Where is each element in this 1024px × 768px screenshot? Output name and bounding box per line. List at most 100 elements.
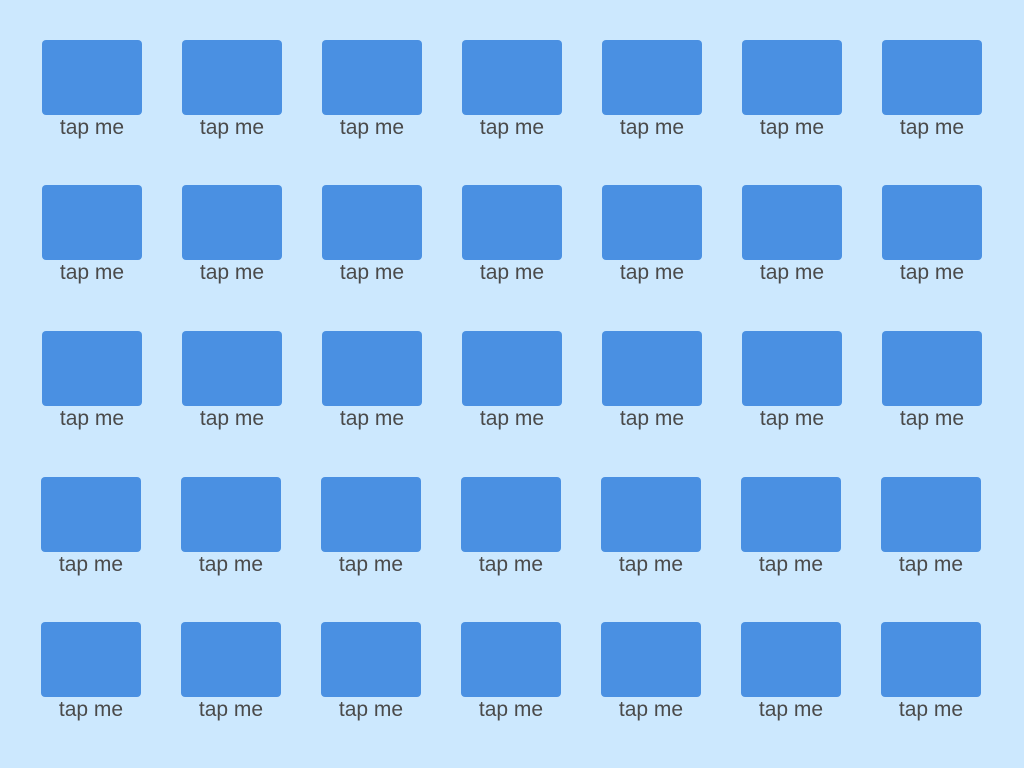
tap-target-label: tap me: [899, 407, 965, 430]
tap-me-button[interactable]: tap me: [601, 477, 701, 577]
tap-target-box[interactable]: [741, 477, 841, 552]
tap-me-button[interactable]: tap me: [742, 40, 842, 140]
tap-target-label: tap me: [198, 698, 264, 721]
tap-target-label: tap me: [618, 553, 684, 576]
tap-target-label: tap me: [478, 698, 544, 721]
tap-me-button[interactable]: tap me: [881, 622, 981, 722]
tap-me-button[interactable]: tap me: [601, 622, 701, 722]
tap-target-box[interactable]: [181, 622, 281, 697]
tap-me-button[interactable]: tap me: [42, 40, 142, 140]
tap-me-button[interactable]: tap me: [181, 477, 281, 577]
tap-me-button[interactable]: tap me: [741, 622, 841, 722]
tap-target-box[interactable]: [181, 477, 281, 552]
tap-me-button[interactable]: tap me: [322, 185, 422, 285]
tap-me-button[interactable]: tap me: [602, 40, 702, 140]
tap-me-button[interactable]: tap me: [461, 622, 561, 722]
tap-target-label: tap me: [339, 407, 405, 430]
tap-me-button[interactable]: tap me: [461, 477, 561, 577]
tap-target-box[interactable]: [42, 185, 142, 260]
tap-target-box[interactable]: [321, 477, 421, 552]
tap-target-box[interactable]: [42, 331, 142, 406]
tap-target-box[interactable]: [461, 477, 561, 552]
tap-target-label: tap me: [479, 407, 545, 430]
tap-target-box[interactable]: [182, 40, 282, 115]
tap-me-button[interactable]: tap me: [182, 40, 282, 140]
tap-me-button[interactable]: tap me: [462, 40, 562, 140]
tap-target-label: tap me: [899, 116, 965, 139]
tap-target-box[interactable]: [321, 622, 421, 697]
tap-target-box[interactable]: [182, 185, 282, 260]
tap-me-button[interactable]: tap me: [322, 40, 422, 140]
tap-me-button[interactable]: tap me: [882, 40, 982, 140]
tap-target-label: tap me: [618, 698, 684, 721]
tap-target-box[interactable]: [41, 477, 141, 552]
tap-me-button[interactable]: tap me: [42, 331, 142, 431]
tap-target-box[interactable]: [322, 40, 422, 115]
tap-target-label: tap me: [479, 261, 545, 284]
tap-target-box[interactable]: [882, 40, 982, 115]
tap-target-box[interactable]: [742, 40, 842, 115]
tap-target-box[interactable]: [882, 331, 982, 406]
tap-target-label: tap me: [59, 261, 125, 284]
tap-me-button[interactable]: tap me: [882, 331, 982, 431]
tap-target-box[interactable]: [741, 622, 841, 697]
tap-target-box[interactable]: [462, 331, 562, 406]
tap-target-box[interactable]: [602, 40, 702, 115]
tap-target-label: tap me: [339, 116, 405, 139]
tap-target-label: tap me: [199, 261, 265, 284]
tap-target-box[interactable]: [461, 622, 561, 697]
tap-me-button[interactable]: tap me: [741, 477, 841, 577]
tap-target-label: tap me: [339, 261, 405, 284]
tap-target-label: tap me: [759, 407, 825, 430]
tap-target-label: tap me: [59, 116, 125, 139]
tap-target-label: tap me: [199, 116, 265, 139]
tap-target-label: tap me: [338, 553, 404, 576]
tap-target-box[interactable]: [42, 40, 142, 115]
tap-me-button[interactable]: tap me: [882, 185, 982, 285]
tap-target-box[interactable]: [602, 331, 702, 406]
tap-target-label: tap me: [899, 261, 965, 284]
tap-me-button[interactable]: tap me: [41, 477, 141, 577]
tap-target-label: tap me: [898, 553, 964, 576]
tap-target-box[interactable]: [742, 331, 842, 406]
tap-target-label: tap me: [479, 116, 545, 139]
tap-me-button[interactable]: tap me: [321, 477, 421, 577]
tap-target-label: tap me: [478, 553, 544, 576]
tap-target-box[interactable]: [182, 331, 282, 406]
tap-target-box[interactable]: [601, 477, 701, 552]
tap-target-box[interactable]: [601, 622, 701, 697]
tap-me-button[interactable]: tap me: [742, 185, 842, 285]
tap-me-button[interactable]: tap me: [182, 185, 282, 285]
tap-target-box[interactable]: [41, 622, 141, 697]
tap-target-box[interactable]: [322, 331, 422, 406]
tap-target-label: tap me: [758, 698, 824, 721]
tap-target-box[interactable]: [602, 185, 702, 260]
tap-target-box[interactable]: [742, 185, 842, 260]
tap-me-button[interactable]: tap me: [181, 622, 281, 722]
tap-target-label: tap me: [199, 407, 265, 430]
tap-me-button[interactable]: tap me: [322, 331, 422, 431]
tap-target-label: tap me: [59, 407, 125, 430]
tap-target-box[interactable]: [322, 185, 422, 260]
tap-me-button[interactable]: tap me: [41, 622, 141, 722]
tap-me-button[interactable]: tap me: [742, 331, 842, 431]
tap-me-button[interactable]: tap me: [462, 185, 562, 285]
tap-target-label: tap me: [619, 261, 685, 284]
tap-me-button[interactable]: tap me: [602, 185, 702, 285]
tap-target-box[interactable]: [462, 40, 562, 115]
tap-target-box[interactable]: [462, 185, 562, 260]
tap-target-label: tap me: [619, 407, 685, 430]
tap-me-button[interactable]: tap me: [321, 622, 421, 722]
tap-me-button[interactable]: tap me: [42, 185, 142, 285]
tap-target-box[interactable]: [881, 622, 981, 697]
tap-me-button[interactable]: tap me: [602, 331, 702, 431]
tap-me-button[interactable]: tap me: [881, 477, 981, 577]
tap-target-label: tap me: [58, 553, 124, 576]
tap-target-label: tap me: [759, 116, 825, 139]
tap-target-box[interactable]: [882, 185, 982, 260]
tap-target-label: tap me: [58, 698, 124, 721]
tap-me-button[interactable]: tap me: [182, 331, 282, 431]
tap-target-box[interactable]: [881, 477, 981, 552]
tap-me-button[interactable]: tap me: [462, 331, 562, 431]
